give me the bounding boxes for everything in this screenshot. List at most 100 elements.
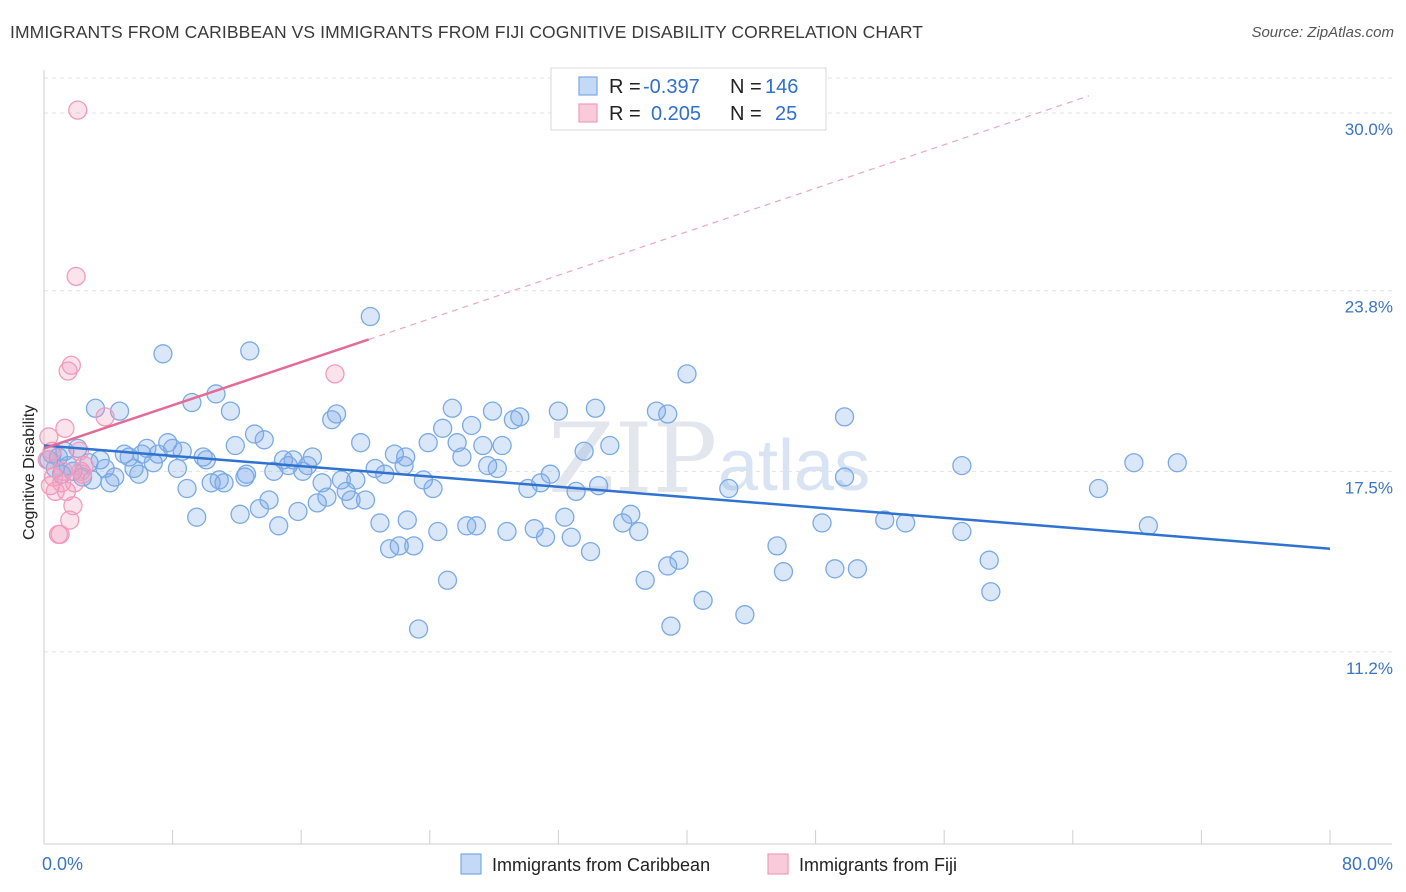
point-s0-95 — [487, 458, 507, 479]
point-s0-122 — [677, 364, 697, 384]
bottom-legend-label-fiji: Immigrants from Fiji — [799, 855, 957, 875]
point-s0-62 — [326, 404, 347, 424]
point-s0-116 — [629, 521, 649, 542]
legend-n-value-caribbean: 146 — [765, 76, 798, 98]
point-s1-7 — [50, 524, 70, 545]
series-fiji-points — [37, 100, 345, 545]
y-tick-label-2: 17.5% — [1345, 478, 1393, 497]
legend-n-value-fiji: 25 — [775, 103, 797, 125]
point-s0-120 — [661, 616, 681, 636]
point-s0-41 — [225, 435, 245, 456]
point-s1-24 — [325, 364, 345, 384]
point-s0-127 — [773, 562, 794, 582]
legend-swatch-fiji — [578, 103, 598, 123]
point-s0-96 — [492, 435, 512, 456]
point-s0-144 — [236, 464, 257, 484]
gridlines — [44, 77, 1392, 653]
point-s0-90 — [461, 415, 482, 436]
point-s0-33 — [187, 507, 207, 527]
point-s0-50 — [269, 516, 289, 536]
point-s0-117 — [635, 570, 655, 590]
point-s0-31 — [177, 478, 197, 499]
x-tick-label-1: 80.0% — [1342, 854, 1393, 874]
trend-line-fiji-extension — [368, 95, 1090, 341]
point-s1-22 — [74, 455, 94, 476]
point-s0-58 — [307, 493, 327, 513]
point-s0-132 — [847, 559, 868, 579]
point-s0-135 — [952, 521, 972, 542]
point-s0-92 — [473, 435, 493, 456]
axis-ticks: 30.0% 23.8% 17.5% 11.2% 0.0% 80.0% — [42, 120, 1393, 874]
point-s0-94 — [482, 401, 503, 421]
point-s0-128 — [812, 513, 832, 533]
point-s1-10 — [55, 418, 75, 438]
point-s1-15 — [63, 496, 83, 516]
point-s0-140 — [1124, 453, 1144, 473]
point-s0-104 — [540, 464, 561, 484]
point-s1-23 — [95, 407, 115, 427]
legend-r-label-fiji: R = — [609, 103, 641, 125]
point-s0-75 — [389, 536, 409, 556]
point-s0-124 — [719, 478, 739, 499]
point-s0-142 — [1167, 453, 1187, 473]
trend-line-caribbean — [43, 444, 1331, 550]
point-s0-113 — [600, 435, 620, 456]
point-s0-139 — [1088, 478, 1109, 499]
top-legend: R = -0.397 N = 146 R = 0.205 N = 25 — [550, 67, 827, 131]
point-s0-134 — [895, 513, 916, 533]
trend-lines — [43, 95, 1331, 550]
y-axis-label: Cognitive Disability — [21, 405, 38, 540]
point-s0-141 — [1138, 516, 1159, 536]
point-s0-119 — [658, 556, 678, 576]
point-s0-125 — [735, 605, 755, 625]
point-s0-97 — [497, 521, 517, 542]
point-s0-130 — [834, 467, 855, 487]
point-s0-133 — [875, 510, 895, 530]
point-s0-77 — [397, 510, 417, 530]
point-s0-111 — [585, 398, 606, 418]
point-s0-118 — [646, 401, 667, 421]
point-s0-67 — [351, 433, 371, 453]
point-s0-39 — [214, 473, 234, 493]
y-tick-label-0: 30.0% — [1345, 120, 1393, 139]
point-s1-13 — [60, 510, 80, 530]
y-tick-label-3: 11.2% — [1346, 659, 1393, 678]
point-s0-68 — [355, 490, 376, 510]
point-s0-79 — [408, 619, 429, 639]
y-tick-label-1: 23.8% — [1345, 298, 1393, 317]
point-s0-138 — [981, 582, 1001, 602]
point-s0-40 — [220, 401, 241, 421]
point-s0-21 — [129, 464, 149, 484]
point-s1-18 — [68, 100, 88, 120]
legend-r-label-caribbean: R = — [609, 76, 641, 98]
point-s0-78 — [404, 536, 424, 556]
watermark-atlas: atlas — [718, 426, 870, 506]
legend-n-label-caribbean: N = — [730, 76, 762, 98]
point-s0-59 — [312, 473, 332, 493]
point-s1-12 — [58, 361, 78, 381]
bottom-legend: Immigrants from Caribbean Immigrants fro… — [460, 853, 957, 875]
point-s0-136 — [952, 455, 972, 476]
point-s0-99 — [510, 407, 530, 427]
legend-swatch-caribbean — [578, 76, 598, 96]
point-s0-131 — [834, 407, 855, 427]
point-s0-60 — [317, 487, 337, 507]
point-s0-110 — [580, 541, 601, 562]
point-s0-108 — [566, 481, 586, 502]
point-s0-112 — [588, 476, 609, 496]
point-s0-105 — [548, 401, 569, 421]
point-s1-17 — [66, 266, 86, 287]
point-s0-91 — [466, 516, 487, 536]
point-s0-16 — [105, 467, 125, 487]
point-s0-129 — [825, 559, 845, 579]
point-s0-65 — [341, 490, 361, 510]
point-s0-71 — [370, 513, 390, 533]
point-s0-121 — [669, 550, 689, 570]
point-s0-126 — [767, 536, 787, 556]
point-s0-81 — [418, 433, 438, 453]
point-s0-87 — [447, 433, 467, 453]
point-s0-47 — [254, 430, 274, 450]
point-s0-106 — [555, 507, 575, 527]
point-s0-83 — [428, 521, 448, 542]
